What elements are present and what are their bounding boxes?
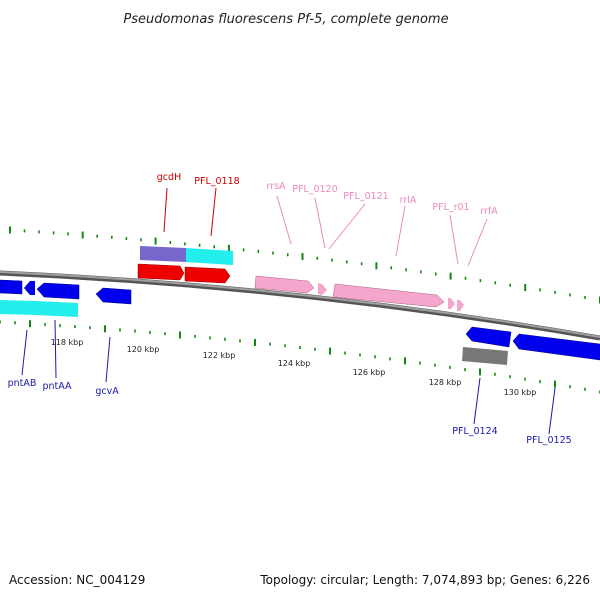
rna-arrow-rrlA bbox=[332, 283, 445, 308]
gene-arrow-pntAA bbox=[36, 282, 80, 300]
gene-arrow-small bbox=[24, 281, 35, 295]
cog-box-cyan-left bbox=[0, 300, 35, 315]
gene-label-gcvA: gcvA bbox=[95, 386, 119, 397]
scale-label: 122 kbp bbox=[203, 351, 236, 360]
gene-label-PFL-0124: PFL_0124 bbox=[452, 426, 497, 437]
gene-arrow-gcvA bbox=[95, 287, 132, 305]
gene-label-pntAB: pntAB bbox=[8, 378, 37, 389]
cog-box-cyan-pntAA bbox=[35, 301, 78, 317]
gene-label-rrfA: rrfA bbox=[480, 206, 498, 217]
gene-arrow-PFL-0125 bbox=[512, 333, 600, 361]
gene-label-pntAA: pntAA bbox=[42, 381, 72, 392]
cog-track-lower bbox=[0, 300, 508, 365]
gene-arrow-pntAB-left bbox=[0, 279, 23, 295]
rna-arrow-PFL-r01 bbox=[448, 298, 455, 309]
gene-labels-below: pntAB pntAA gcvA PFL_0124 PFL_0125 bbox=[8, 378, 572, 446]
map-title: Pseudomonas fluorescens Pf-5, complete g… bbox=[123, 12, 448, 27]
genome-backbone bbox=[0, 270, 600, 341]
gene-labels-above: gcdH PFL_0118 rrsA PFL_0120 PFL_0121 rrl… bbox=[157, 172, 498, 217]
gene-label-PFL-0121: PFL_0121 bbox=[343, 191, 388, 202]
rna-features bbox=[254, 275, 464, 311]
gene-label-PFL-0118: PFL_0118 bbox=[194, 176, 239, 187]
scale-label: 120 kbp bbox=[127, 345, 160, 354]
scale-label: 124 kbp bbox=[278, 359, 311, 368]
accession-text: Accession: NC_004129 bbox=[9, 573, 146, 587]
reverse-genes bbox=[0, 279, 600, 361]
rna-arrow-rrsA bbox=[254, 275, 315, 294]
gene-label-PFL-0120: PFL_0120 bbox=[292, 184, 337, 195]
gene-arrow-PFL-0118 bbox=[184, 266, 231, 284]
gene-arrow-gcdH bbox=[137, 263, 185, 281]
cog-box-purple bbox=[140, 246, 186, 262]
rna-arrow-PFL-0120 bbox=[318, 283, 327, 295]
lower-tick-ring bbox=[0, 320, 600, 394]
cog-track-upper bbox=[140, 246, 233, 265]
scale-label: 118 kbp bbox=[51, 338, 84, 347]
forward-genes bbox=[137, 263, 231, 284]
scale-label: 126 kbp bbox=[353, 368, 386, 377]
scale-labels: 118 kbp 120 kbp 122 kbp 124 kbp 126 kbp … bbox=[51, 338, 537, 397]
gene-label-PFL-r01: PFL_r01 bbox=[432, 202, 469, 213]
gene-label-PFL-0125: PFL_0125 bbox=[526, 435, 571, 446]
label-connectors bbox=[21, 187, 556, 435]
genome-summary-text: Topology: circular; Length: 7,074,893 bp… bbox=[260, 573, 590, 587]
gene-label-rrsA: rrsA bbox=[266, 181, 286, 192]
cog-box-cyan bbox=[186, 248, 233, 265]
cog-box-gray bbox=[462, 347, 508, 365]
gene-label-rrlA: rrlA bbox=[400, 195, 417, 206]
scale-label: 128 kbp bbox=[429, 378, 462, 387]
scale-label: 130 kbp bbox=[504, 388, 537, 397]
rna-arrow-rrfA bbox=[457, 300, 464, 311]
gene-arrow-PFL-0124 bbox=[465, 326, 512, 348]
upper-tick-ring bbox=[9, 226, 600, 304]
gene-label-gcdH: gcdH bbox=[157, 172, 181, 183]
